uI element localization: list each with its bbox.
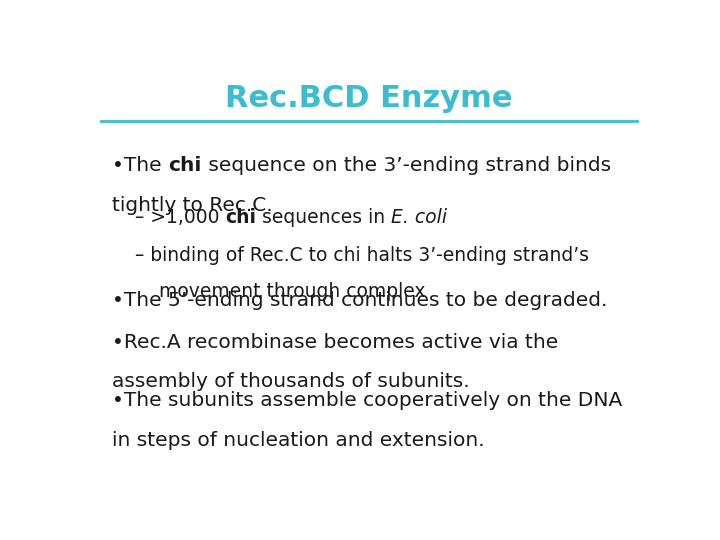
Text: •The: •The xyxy=(112,156,168,176)
Text: – >1,000: – >1,000 xyxy=(135,208,225,227)
Text: movement through complex: movement through complex xyxy=(135,282,425,301)
Text: tightly to Rec.C.: tightly to Rec.C. xyxy=(112,196,273,215)
Text: •Rec.A recombinase becomes active via the: •Rec.A recombinase becomes active via th… xyxy=(112,333,559,352)
Text: •The subunits assemble cooperatively on the DNA: •The subunits assemble cooperatively on … xyxy=(112,391,623,410)
Text: Rec.BCD Enzyme: Rec.BCD Enzyme xyxy=(225,84,513,112)
Text: in steps of nucleation and extension.: in steps of nucleation and extension. xyxy=(112,431,485,450)
Text: •The 5’-ending strand continues to be degraded.: •The 5’-ending strand continues to be de… xyxy=(112,292,608,310)
Text: assembly of thousands of subunits.: assembly of thousands of subunits. xyxy=(112,373,470,392)
Text: E. coli: E. coli xyxy=(391,208,447,227)
Text: sequence on the 3’-ending strand binds: sequence on the 3’-ending strand binds xyxy=(202,156,611,176)
Text: chi: chi xyxy=(225,208,256,227)
Text: sequences in: sequences in xyxy=(256,208,391,227)
Text: chi: chi xyxy=(168,156,202,176)
Text: – binding of Rec.C to chi halts 3’-ending strand’s: – binding of Rec.C to chi halts 3’-endin… xyxy=(135,246,589,265)
